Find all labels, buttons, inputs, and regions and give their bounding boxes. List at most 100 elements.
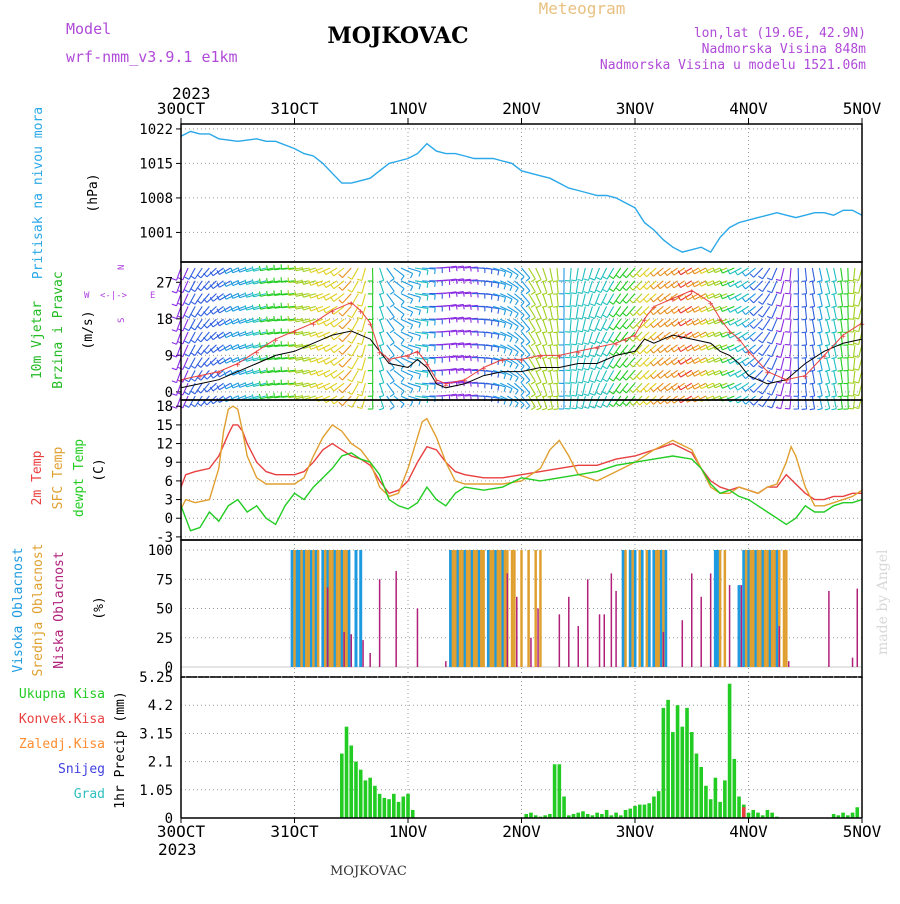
wind-gust-marker: + <box>784 377 790 387</box>
wind-barb-flag <box>609 314 613 317</box>
low-cloud-bar <box>615 591 617 667</box>
wind-barb-flag <box>357 330 362 331</box>
wind-barb <box>827 332 830 345</box>
wind-barb-flag <box>548 409 553 410</box>
wind-barb <box>380 370 384 382</box>
high-cloud-bar <box>298 550 301 667</box>
wind-barb-flag <box>526 278 530 281</box>
wind-barb <box>781 358 784 371</box>
wind-gust-marker: + <box>443 381 449 391</box>
wind-barb-flag <box>302 369 303 374</box>
low-cloud-bar <box>379 579 381 667</box>
wind-barb-flag <box>584 330 589 332</box>
wind-barb-flag <box>302 395 303 400</box>
wind-barb <box>819 294 822 307</box>
pressure-unit: (hPa) <box>86 173 101 212</box>
wind-barb-flag <box>419 387 420 392</box>
wind-barb <box>607 294 614 305</box>
bottom-date-label: 5NOV <box>843 822 882 841</box>
high-cloud-bar <box>302 550 305 667</box>
wind-label-line1: 10m Vjetar <box>30 301 45 379</box>
wind-gust-marker: + <box>197 373 203 383</box>
wind-barb <box>342 268 351 278</box>
high-cloud-bar <box>716 550 719 667</box>
wind-barb-flag <box>245 331 246 336</box>
wind-barb-flag <box>776 305 781 306</box>
wind-barb <box>352 319 358 330</box>
wind-barb-flag <box>767 380 772 382</box>
wind-barb-flag <box>238 344 240 349</box>
wind-barb <box>342 383 351 393</box>
wind-gust-marker: + <box>708 300 714 310</box>
wind-barb-flag <box>288 393 289 398</box>
precip-total-bar <box>628 809 632 818</box>
wind-barb-flag <box>531 279 535 282</box>
wind-barb-flag <box>288 380 289 385</box>
wind-barb-flag <box>401 314 404 318</box>
wind-barb-flag <box>498 309 499 314</box>
wind-barb-flag <box>650 362 653 366</box>
wind-barb-flag <box>274 367 275 372</box>
wind-barb <box>754 306 763 315</box>
wind-barb-flag <box>650 375 653 379</box>
wind-barb <box>812 396 814 409</box>
wind-barb <box>827 358 830 371</box>
wind-barb-flag <box>238 280 240 285</box>
wind-barb-flag <box>339 389 343 392</box>
wind-barb <box>576 383 578 396</box>
low-cloud-bar <box>857 589 859 667</box>
wind-barb-flag <box>510 325 512 330</box>
wind-barb-flag <box>571 370 576 371</box>
wind-barb <box>550 332 553 345</box>
wind-gust-marker: + <box>367 320 373 330</box>
wind-barb <box>790 281 791 294</box>
wind-barb-flag <box>339 402 343 405</box>
precip-total-bar <box>704 786 708 818</box>
wind-barb-flag <box>281 264 282 269</box>
wind-barb-flag <box>288 290 289 295</box>
wind-barb-flag <box>636 350 639 354</box>
wind-barb <box>543 281 547 293</box>
wind-barb-flag <box>302 382 303 387</box>
wind-barb <box>827 294 830 307</box>
precip-total-bar <box>562 797 566 818</box>
wind-barb <box>557 319 558 332</box>
precip-ytick-label: 2.1 <box>148 755 173 771</box>
wind-barb-flag <box>848 306 853 307</box>
bottom-year: 2023 <box>158 840 197 859</box>
wind-barb-flag <box>650 388 653 392</box>
wind-barb <box>763 332 770 343</box>
precip-total-bar <box>756 813 760 818</box>
wind-barb-flag <box>516 288 519 292</box>
highcloud-ylabel: Visoka Oblacnost <box>11 547 26 672</box>
wind-barb-flag <box>854 382 859 383</box>
mid-cloud-bar <box>657 550 660 667</box>
wind-barb <box>772 383 777 395</box>
wind-barb <box>607 319 614 330</box>
wind-barb <box>790 332 791 345</box>
wind-gust-marker: + <box>519 356 525 366</box>
wind-barb-flag <box>735 296 738 300</box>
wind-barb <box>550 319 553 332</box>
wind-barb <box>550 383 553 396</box>
precip-total-bar <box>397 802 401 818</box>
wind-barb-flag <box>643 273 646 277</box>
wind-barb <box>342 345 351 355</box>
wind-barb-flag <box>295 317 296 322</box>
wind-barb <box>827 319 830 332</box>
wind-barb-flag <box>735 284 738 288</box>
wind-gust-marker: + <box>717 316 723 326</box>
wind-barb-flag <box>238 383 240 388</box>
cloud-ytick-label: 75 <box>156 572 173 588</box>
wind-barb-flag <box>584 356 589 358</box>
wind-barb-flag <box>531 330 535 333</box>
wind-gust-marker: + <box>500 356 506 366</box>
mid-cloud-bar <box>459 550 462 667</box>
midcloud-ylabel: Srednja Oblacnost <box>31 543 46 676</box>
low-cloud-bar <box>417 609 419 668</box>
wind-barb <box>834 370 837 383</box>
wind-gust-marker: + <box>462 377 468 387</box>
wind-barb <box>819 306 822 319</box>
wind-barb <box>772 332 777 344</box>
wind-barb-flag <box>245 344 246 349</box>
